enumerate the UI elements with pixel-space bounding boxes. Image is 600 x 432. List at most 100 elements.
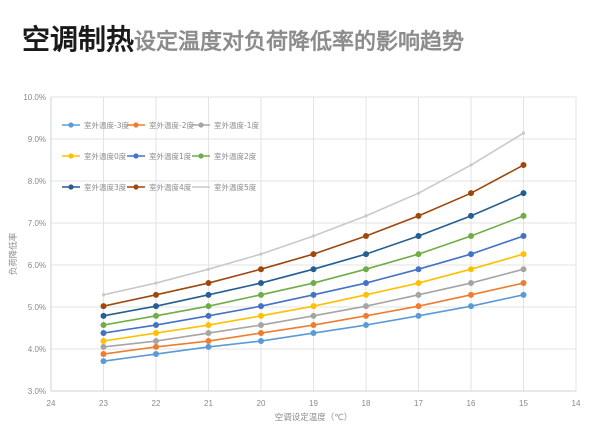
y-tick-label: 10.0%	[23, 93, 46, 102]
y-axis-title: 负荷降低率	[8, 232, 19, 275]
data-point	[520, 162, 527, 169]
data-point	[469, 163, 473, 167]
data-point	[363, 291, 369, 298]
data-point	[520, 212, 527, 219]
data-point	[153, 343, 159, 350]
data-point	[363, 322, 369, 329]
y-tick-label: 3.0%	[28, 387, 46, 396]
legend-label: 室外温度1度	[149, 151, 192, 161]
data-point	[520, 266, 527, 273]
data-point	[205, 312, 212, 319]
legend-marker	[198, 153, 204, 159]
data-point	[258, 291, 264, 298]
x-tick-label: 19	[309, 399, 318, 408]
y-tick-label: 6.0%	[28, 261, 46, 270]
data-point	[153, 291, 159, 298]
legend-label: 室外温度4度	[149, 182, 192, 192]
data-point	[468, 303, 474, 310]
data-point	[363, 303, 369, 310]
data-point	[205, 291, 212, 298]
data-point	[468, 280, 474, 287]
data-point	[258, 330, 264, 337]
series-line	[100, 212, 527, 329]
data-point	[416, 191, 421, 195]
data-point	[310, 291, 317, 298]
data-point	[468, 291, 474, 298]
data-point	[520, 233, 527, 240]
data-point	[468, 212, 474, 219]
data-point	[206, 267, 211, 271]
x-tick-label: 14	[572, 399, 581, 408]
data-point	[100, 312, 107, 319]
x-tick-label: 21	[204, 399, 213, 408]
legend-item: 室外温度3度	[62, 182, 127, 192]
data-point	[310, 266, 317, 273]
y-tick-label: 5.0%	[28, 303, 46, 312]
x-tick-label: 15	[519, 399, 528, 408]
data-point	[415, 251, 422, 258]
x-axis-title: 空调设定温度（℃）	[275, 412, 353, 423]
data-point	[520, 291, 527, 298]
legend-item: 室外温度4度	[127, 182, 192, 192]
data-point	[205, 338, 212, 345]
data-point	[205, 343, 212, 350]
legend-item: 室外温度-2度	[127, 120, 194, 130]
x-tick-label: 22	[152, 399, 161, 408]
series-line	[100, 233, 527, 337]
legend-marker	[133, 122, 139, 128]
y-tick-label: 4.0%	[28, 345, 46, 354]
data-point	[153, 351, 159, 358]
legend-item: 室外温度-3度	[62, 120, 129, 130]
data-point	[258, 280, 264, 287]
x-tick-label: 17	[414, 399, 423, 408]
data-point	[205, 330, 212, 337]
data-point	[258, 266, 264, 273]
data-point	[258, 322, 264, 329]
data-point	[363, 233, 369, 240]
data-point	[363, 312, 369, 319]
x-tick-label: 18	[362, 399, 371, 408]
legend-marker	[68, 153, 74, 159]
x-tick-label: 23	[99, 399, 108, 408]
series-line	[100, 280, 527, 358]
data-point	[520, 251, 527, 258]
data-point	[100, 303, 107, 310]
data-point	[468, 233, 474, 240]
x-tick-label: 24	[47, 399, 56, 408]
data-point	[415, 212, 422, 219]
data-point	[310, 280, 317, 287]
data-point	[205, 322, 212, 329]
data-point	[363, 251, 369, 258]
data-point	[259, 252, 263, 256]
data-point	[153, 303, 159, 310]
data-point	[310, 330, 317, 337]
legend-label: 室外温度2度	[214, 151, 257, 161]
data-point	[310, 251, 317, 258]
data-point	[415, 303, 422, 310]
gridlines	[50, 96, 577, 392]
data-point	[364, 214, 368, 218]
data-point	[363, 280, 369, 287]
data-point	[310, 303, 317, 310]
data-point	[520, 190, 527, 197]
data-point	[153, 322, 159, 329]
series-line	[101, 131, 526, 297]
data-point	[153, 312, 159, 319]
data-point	[258, 338, 264, 345]
chart-title-rest: 设定温度对负荷降低率的影响趋势	[134, 30, 465, 55]
legend-label: 室外温度3度	[84, 182, 127, 192]
data-point	[415, 291, 422, 298]
data-point	[415, 266, 422, 273]
data-point	[100, 322, 107, 329]
data-point	[468, 251, 474, 258]
data-point	[468, 190, 474, 197]
data-point	[415, 312, 422, 319]
legend-item: 室外温度5度	[192, 182, 257, 192]
data-point	[100, 330, 107, 337]
data-point	[258, 312, 264, 319]
legend-marker	[133, 184, 139, 190]
legend-marker	[68, 184, 74, 190]
legend-marker	[68, 122, 74, 128]
